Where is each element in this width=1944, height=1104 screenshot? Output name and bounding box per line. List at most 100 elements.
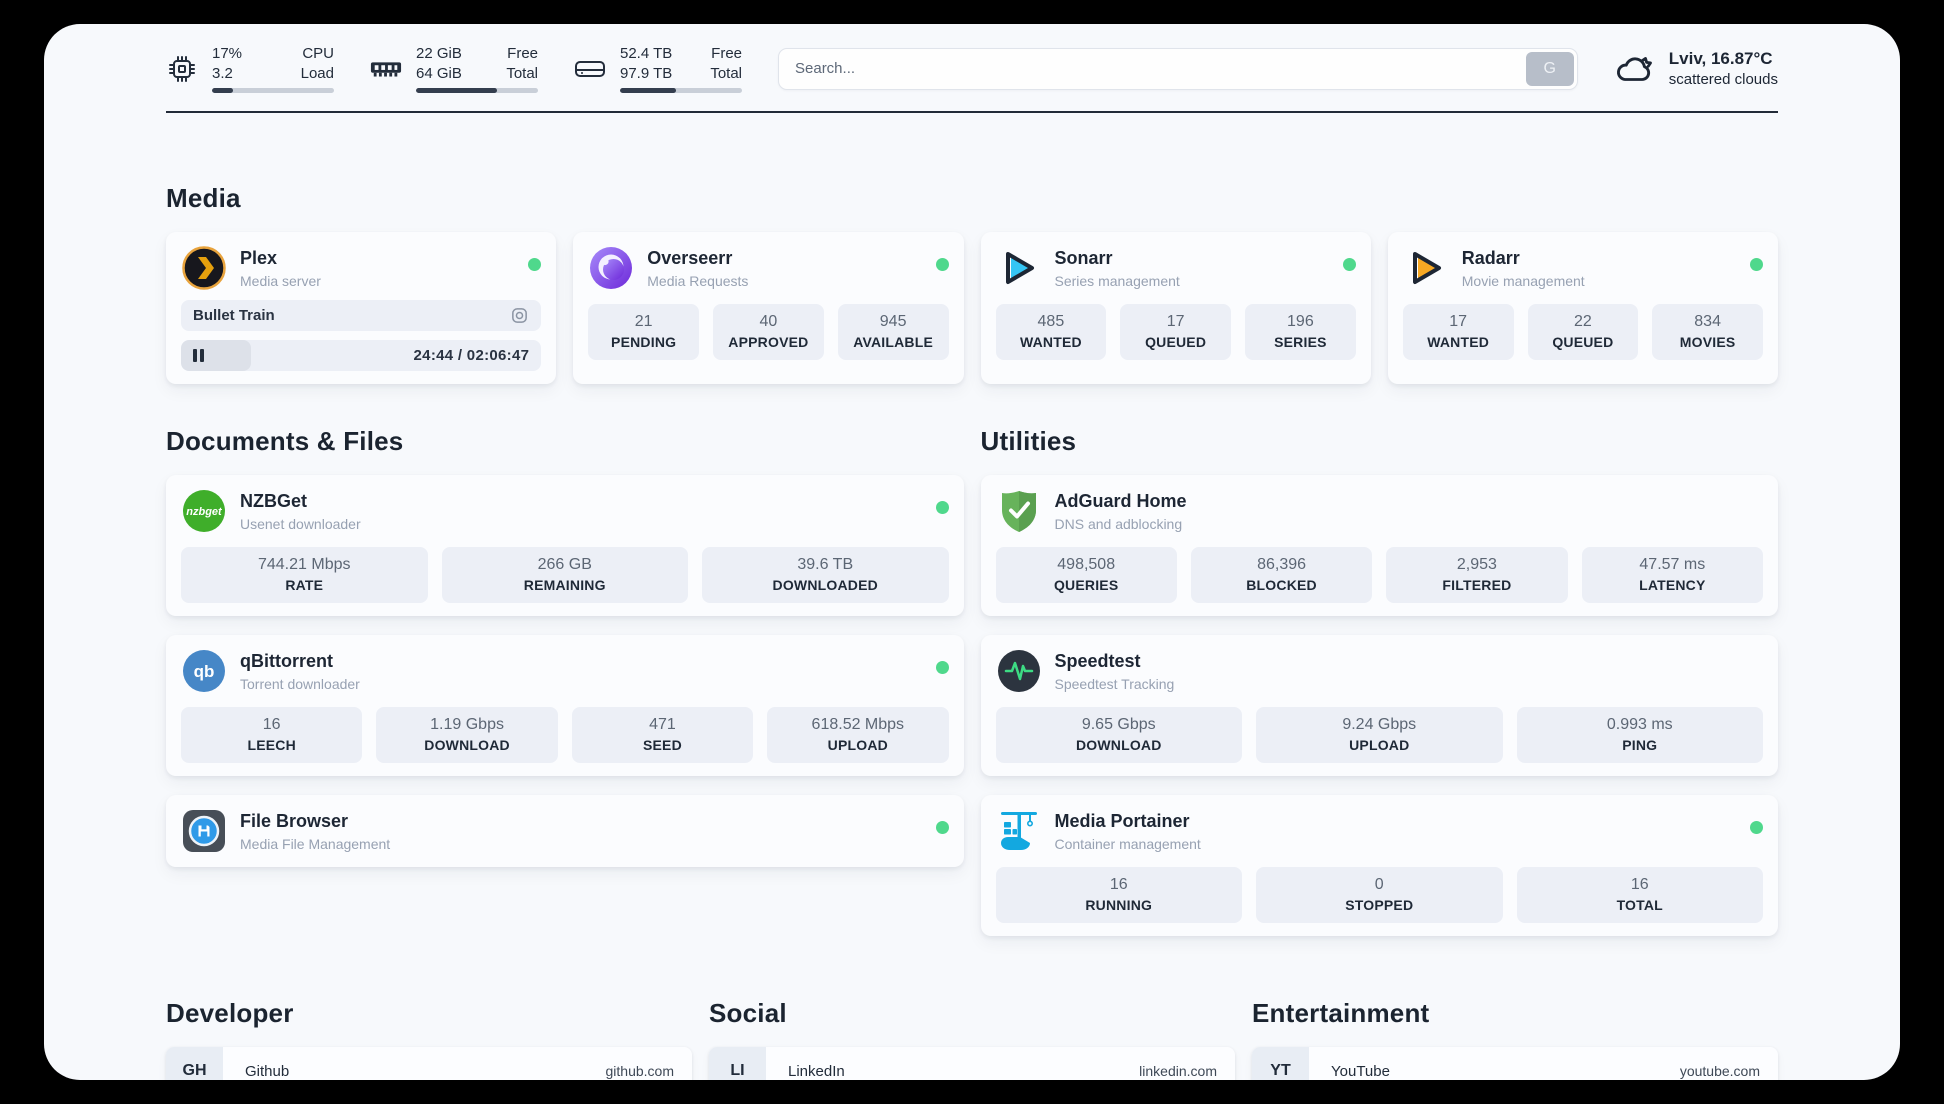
stat-rate: 744.21 Mbps RATE <box>181 547 428 603</box>
app-card-overseerr[interactable]: Overseerr Media Requests 21 PENDING 40 APPR… <box>573 232 964 384</box>
stat-value: 16 <box>1630 876 1649 893</box>
session-screen-icon[interactable] <box>510 306 529 325</box>
stat-label: STOPPED <box>1345 897 1414 913</box>
stat-value: 945 <box>879 313 907 330</box>
stat-queries: 498,508 QUERIES <box>995 547 1177 603</box>
section-title-documents: Documents & Files <box>166 426 404 456</box>
playback-progress-row: 24:44 / 02:06:47 <box>181 340 542 371</box>
pause-icon[interactable] <box>193 349 204 362</box>
stat-value: 86,396 <box>1257 556 1307 573</box>
app-card-radarr[interactable]: Radarr Movie management 17 WANTED 22 QUEUED… <box>1387 232 1778 384</box>
status-indicator <box>935 258 949 271</box>
stat-pending: 21 PENDING <box>588 304 699 360</box>
app-description: Speedtest Tracking <box>1054 676 1175 692</box>
stat-label: BLOCKED <box>1246 577 1317 593</box>
app-card-plex[interactable]: Plex Media server Bullet Train <box>166 232 557 384</box>
stat-label: DOWNLOADED <box>772 577 878 593</box>
stat-available: 945 AVAILABLE <box>837 304 949 360</box>
documents-column: Documents & Files nzbget NZBGet Usenet d <box>166 426 964 936</box>
stat-blocked: 86,396 BLOCKED <box>1190 547 1373 603</box>
plex-icon <box>181 245 227 291</box>
stat-seed: 471 SEED <box>571 707 754 763</box>
stat-label: AVAILABLE <box>853 334 934 350</box>
link-abbr-badge: LI <box>709 1047 766 1080</box>
qbittorrent-icon: qb <box>181 648 227 694</box>
ram-free-label: Free <box>507 45 538 62</box>
stat-running: 16 RUNNING <box>995 867 1242 923</box>
stat-label: RUNNING <box>1085 897 1153 913</box>
app-name: Overseerr <box>647 248 733 268</box>
stat-value: 16 <box>262 716 281 733</box>
stat-value: 47.57 ms <box>1639 556 1706 573</box>
link-row-linkedin[interactable]: LI LinkedIn linkedin.com <box>709 1047 1235 1080</box>
stat-value: 498,508 <box>1057 556 1116 573</box>
status-indicator <box>1750 258 1763 271</box>
link-url: youtube.com <box>1679 1063 1760 1079</box>
app-card-nzbget[interactable]: nzbget NZBGet Usenet downloader 744.21 M… <box>166 475 964 616</box>
status-indicator <box>528 258 542 271</box>
cpu-icon <box>166 53 198 85</box>
stat-label: UPLOAD <box>1349 737 1410 753</box>
app-card-qbittorrent[interactable]: qb qBittorrent Torrent downloader 16 LEEC… <box>166 635 964 776</box>
disk-total-label: Total <box>710 64 742 82</box>
stat-value: 834 <box>1694 313 1721 330</box>
app-card-portainer[interactable]: Media Portainer Container management 16 R… <box>980 795 1778 936</box>
stat-label: WANTED <box>1427 334 1490 350</box>
stat-value: 196 <box>1287 313 1314 330</box>
cpu-load-label: Load <box>300 64 334 82</box>
header-divider <box>166 111 1778 113</box>
stat-value: 22 <box>1573 313 1592 330</box>
link-row-github[interactable]: GH Github github.com <box>166 1047 692 1080</box>
ram-free-value: 22 GiB <box>416 45 462 62</box>
stat-value: 1.19 Gbps <box>430 716 504 733</box>
stat-upload: 9.24 Gbps UPLOAD <box>1256 707 1503 763</box>
stat-downloaded: 39.6 TB DOWNLOADED <box>702 547 949 603</box>
ram-progress-bar <box>416 88 538 93</box>
stat-boxes: 498,508 QUERIES 86,396 BLOCKED 2,953 FILTERED… <box>995 547 1763 603</box>
stat-queued: 22 QUEUED <box>1527 304 1639 360</box>
stat-value: 17 <box>1166 313 1185 330</box>
overseerr-icon <box>588 245 634 291</box>
speedtest-icon <box>996 648 1042 694</box>
bookmark-group-entertainment: Entertainment YTYouTubeyoutube.comNFNetf… <box>1252 998 1778 1080</box>
stat-label: APPROVED <box>728 334 809 350</box>
bookmark-group-social: Social LILinkedInlinkedin.comTWTwittertw… <box>709 998 1235 1080</box>
app-card-filebrowser[interactable]: File Browser Media File Management <box>166 795 964 867</box>
stat-boxes: 16 RUNNING 0 STOPPED 16 TOTAL <box>995 867 1763 923</box>
link-list: YTYouTubeyoutube.comNFNetflixnetflix.com… <box>1252 1047 1778 1080</box>
stat-label: WANTED <box>1019 334 1082 350</box>
filebrowser-icon <box>181 808 227 854</box>
app-name: Sonarr <box>1054 248 1113 268</box>
app-description: Torrent downloader <box>240 676 360 692</box>
stat-label: UPLOAD <box>827 737 888 753</box>
weather-location-temp: Lviv, 16.87°C <box>1668 49 1773 68</box>
status-indicator <box>1342 258 1356 271</box>
app-card-sonarr[interactable]: Sonarr Series management 485 WANTED 17 QUEU… <box>980 232 1371 384</box>
app-name: Plex <box>240 248 278 268</box>
link-row-youtube[interactable]: YT YouTube youtube.com <box>1252 1047 1778 1080</box>
app-card-speedtest[interactable]: Speedtest Speedtest Tracking 9.65 Gbps DO… <box>980 635 1778 776</box>
stat-total: 16 TOTAL <box>1516 867 1763 923</box>
stat-label: FILTERED <box>1442 577 1512 593</box>
ram-metric: 22 GiB Free 64 GiB Total <box>370 44 538 93</box>
link-abbr-badge: GH <box>166 1047 223 1080</box>
adguard-icon <box>996 488 1042 534</box>
app-description: DNS and adblocking <box>1054 516 1183 532</box>
stat-series: 196 SERIES <box>1245 304 1356 360</box>
search-input[interactable] <box>778 47 1578 90</box>
app-description: Series management <box>1054 273 1180 289</box>
link-name: YouTube <box>1331 1062 1390 1080</box>
stat-boxes: 21 PENDING 40 APPROVED 945 AVAILABLE <box>588 304 949 360</box>
stat-label: DOWNLOAD <box>1075 737 1162 753</box>
ram-icon <box>370 53 402 85</box>
status-indicator <box>935 661 949 674</box>
app-name: qBittorrent <box>240 651 333 671</box>
link-name: LinkedIn <box>788 1062 845 1080</box>
app-card-adguard[interactable]: AdGuard Home DNS and adblocking 498,508 Q… <box>980 475 1778 616</box>
stat-label: QUEUED <box>1552 334 1614 350</box>
app-name: Media Portainer <box>1054 811 1190 831</box>
stat-boxes: 744.21 Mbps RATE 266 GB REMAINING 39.6 TB DOW… <box>181 547 949 603</box>
link-name: Github <box>245 1062 290 1080</box>
stat-queued: 17 QUEUED <box>1120 304 1231 360</box>
search-engine-button[interactable]: G <box>1525 51 1574 86</box>
